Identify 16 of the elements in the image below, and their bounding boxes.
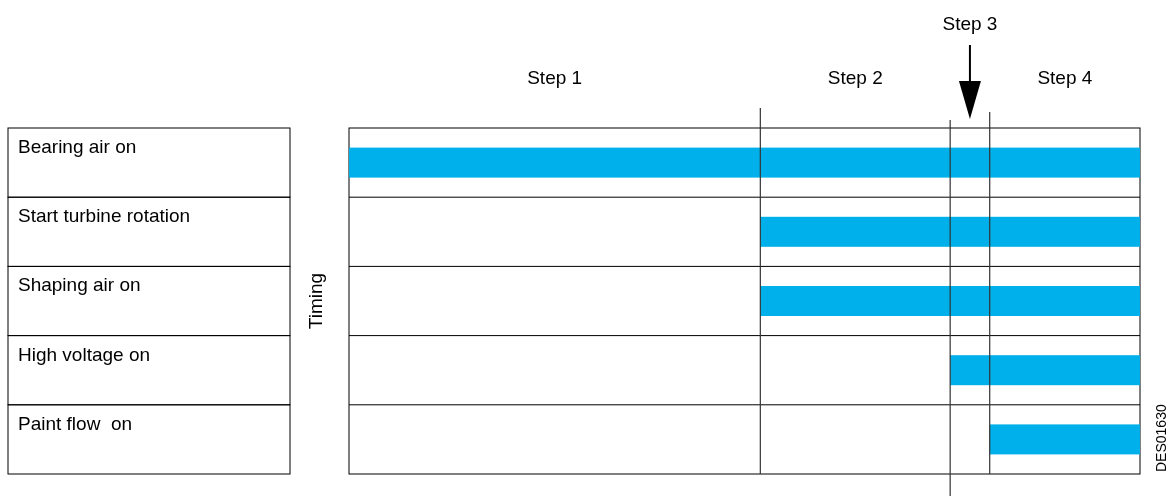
text: Step 1	[527, 67, 583, 88]
text: Step 4	[1037, 67, 1093, 88]
bar	[989, 424, 1140, 455]
y-tick-label: Start turbine rotation	[18, 205, 191, 227]
y-tick-label: Paint flow on	[18, 412, 133, 434]
bar	[950, 355, 1140, 386]
bar	[760, 216, 1140, 247]
text: Step 2	[827, 67, 883, 88]
y-tick-label: High voltage on	[18, 343, 151, 365]
y-tick-label: Shaping air on	[18, 274, 141, 296]
y-tick-label: Bearing air on	[18, 136, 137, 157]
bar	[349, 147, 1140, 178]
y-axis-title: Timing	[305, 272, 326, 330]
text: Step 3	[942, 13, 998, 34]
bar	[760, 286, 1140, 316]
text: DES01630	[1153, 404, 1169, 472]
